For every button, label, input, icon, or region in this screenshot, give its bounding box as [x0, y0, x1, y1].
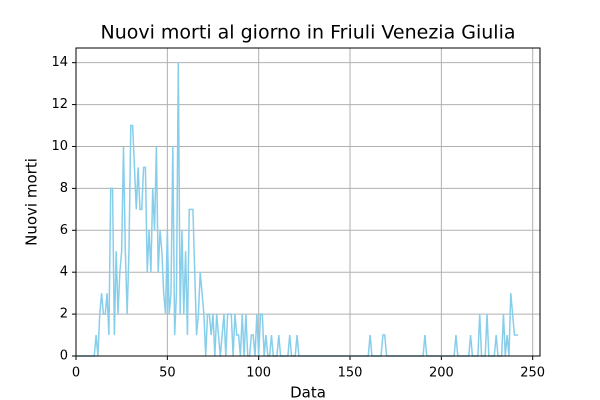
y-tick-label: 2 [60, 307, 68, 322]
x-tick-label: 0 [72, 366, 80, 381]
y-tick-label: 14 [51, 55, 68, 70]
x-tick-label: 100 [246, 366, 271, 381]
chart-title: Nuovi morti al giorno in Friuli Venezia … [100, 22, 515, 44]
y-tick-label: 12 [51, 97, 68, 112]
x-tick-label: 50 [159, 366, 176, 381]
plot-frame [75, 47, 541, 357]
y-tick-label: 4 [60, 265, 68, 280]
x-tick-label: 250 [520, 366, 545, 381]
x-axis-label: Data [290, 384, 326, 400]
x-tick-label: 200 [429, 366, 454, 381]
x-tick-label: 150 [338, 366, 363, 381]
y-tick-label: 0 [60, 349, 68, 364]
y-tick-label: 6 [60, 223, 68, 238]
y-axis-label: Nuovi morti [23, 158, 41, 246]
y-tick-label: 8 [60, 181, 68, 196]
y-tick-label: 10 [51, 139, 68, 154]
